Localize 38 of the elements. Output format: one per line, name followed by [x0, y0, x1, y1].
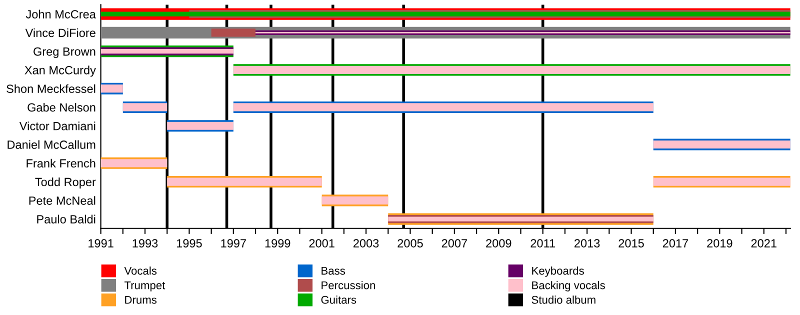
y-tick-label: Victor Damiani: [19, 122, 96, 130]
legend-label: Guitars: [321, 296, 356, 304]
legend-label: Studio album: [532, 296, 596, 304]
x-tick-label: 2001: [309, 239, 334, 248]
y-tick-label: Vince DiFiore: [25, 28, 96, 38]
y-tick-label: Shon Meckfessel: [6, 84, 96, 93]
y-tick-label: Xan McCurdy: [24, 66, 96, 77]
x-tick-label: 1995: [176, 239, 202, 248]
x-tick-label: 2005: [398, 239, 423, 248]
x-tick-label: 2015: [618, 239, 644, 248]
y-tick-label: Todd Roper: [35, 178, 96, 189]
y-tick-label: John McCrea: [26, 10, 96, 18]
x-tick-label: 2019: [707, 239, 732, 248]
legend-label: Percussion: [322, 281, 375, 290]
x-tick-label: 1991: [88, 239, 114, 248]
x-tick-label: 2021: [751, 239, 776, 248]
x-tick-label: 2011: [530, 239, 555, 248]
bar: [211, 28, 256, 37]
x-tick-label: 2017: [662, 239, 688, 248]
y-tick-label: Greg Brown: [34, 47, 96, 58]
y-tick-label: Paulo Baldi: [37, 214, 96, 224]
x-tick-label: 2009: [486, 239, 512, 248]
y-tick-label: Pete McNeal: [29, 196, 96, 205]
x-tick-label: 2013: [574, 239, 600, 248]
legend-label: Vocals: [124, 266, 157, 275]
x-tick-label: 1997: [221, 239, 246, 248]
legend-label: Trumpet: [124, 281, 166, 292]
legend-label: Bass: [322, 266, 346, 275]
legend-label: Drums: [125, 296, 157, 304]
y-tick-label: Gabe Nelson: [28, 102, 96, 112]
y-tick-label: Frank French: [26, 158, 96, 168]
legend-label: Keyboards: [532, 266, 584, 277]
x-tick-label: 2007: [442, 239, 467, 248]
x-tick-label: 1999: [265, 239, 290, 248]
x-tick-label: 1993: [132, 239, 158, 248]
x-tick-label: 2003: [353, 239, 379, 248]
y-tick-label: Daniel McCallum: [8, 140, 96, 149]
legend-label: Backing vocals: [532, 281, 605, 292]
